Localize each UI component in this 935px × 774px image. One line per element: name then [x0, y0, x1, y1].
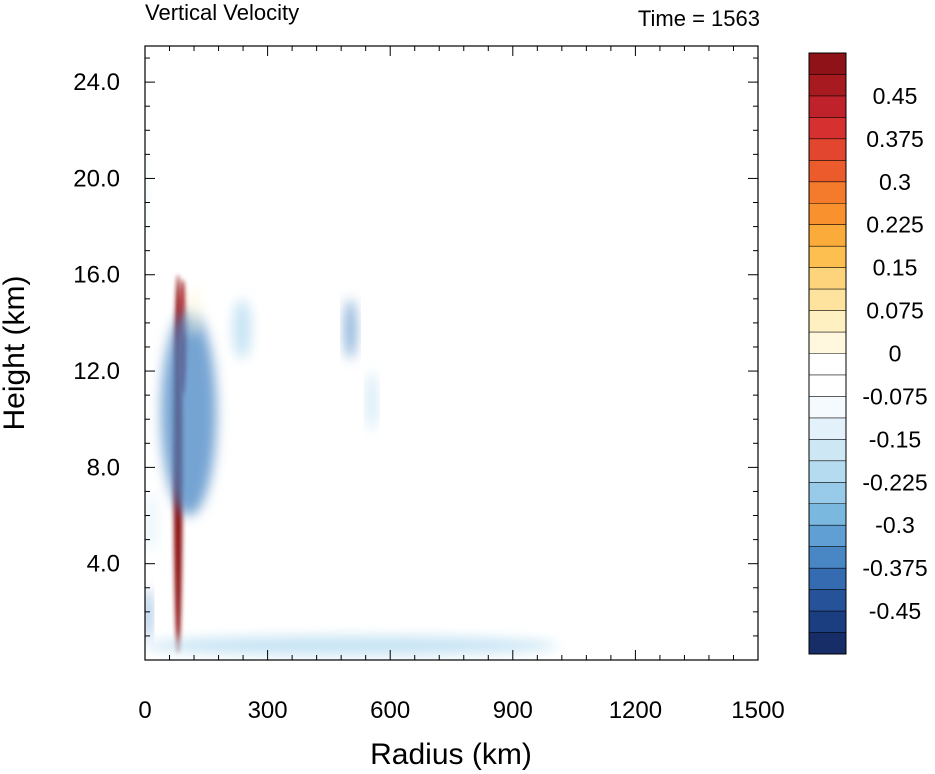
- x-axis-label: Radius (km): [370, 738, 532, 771]
- x-tick-label: 0: [138, 697, 151, 724]
- colorbar-swatch: [809, 160, 846, 183]
- colorbar-swatch: [809, 53, 846, 75]
- colorbar-swatch: [809, 267, 846, 290]
- colorbar: [808, 52, 847, 655]
- colorbar-swatch: [809, 568, 846, 590]
- colorbar-swatch: [809, 482, 846, 505]
- updraft-region: [145, 635, 558, 656]
- downdraft-region: [145, 587, 152, 641]
- colorbar-swatch: [809, 417, 846, 440]
- y-tick-label: 8.0: [87, 454, 120, 481]
- plot-frame: [144, 45, 759, 661]
- colorbar-swatch: [809, 546, 846, 569]
- x-tick-label: 1500: [731, 697, 784, 724]
- colorbar-swatch: [809, 289, 846, 311]
- colorbar-label: -0.15: [869, 426, 921, 452]
- colorbar-label: -0.225: [862, 469, 927, 495]
- colorbar-label: -0.45: [869, 598, 921, 624]
- colorbar-swatch: [809, 460, 846, 483]
- time-label: Time = 1563: [638, 6, 760, 31]
- colorbar-label: 0.15: [873, 255, 918, 281]
- updraft-region: [145, 142, 150, 251]
- colorbar-swatch: [809, 396, 846, 419]
- colorbar-frame: [808, 52, 847, 655]
- updraft-region: [232, 298, 252, 360]
- y-tick-label: 12.0: [73, 358, 120, 385]
- colorbar-swatch: [809, 439, 846, 462]
- x-tick-label: 600: [370, 697, 410, 724]
- downdraft-region: [161, 310, 217, 516]
- colorbar-label: 0.375: [866, 126, 924, 152]
- colorbar-label: 0.3: [879, 169, 911, 195]
- colorbar-swatch: [809, 74, 846, 97]
- axis-ticks: [144, 46, 759, 660]
- updraft-region: [187, 286, 201, 335]
- downdraft-region: [345, 298, 356, 360]
- colorbar-label: 0: [889, 341, 902, 367]
- colorbar-labels: 0.45 0.375 0.3 0.225 0.15 0.075 0 -0.075 -0.15 -0…: [862, 83, 927, 624]
- colorbar-swatch: [809, 246, 846, 268]
- colorbar-swatch: [809, 503, 846, 526]
- y-tick-labels: 4.0 8.0 12.0 16.0 20.0 24.0: [73, 69, 120, 578]
- updraft-region: [145, 491, 158, 552]
- x-tick-label: 1200: [609, 697, 662, 724]
- y-tick-label: 16.0: [73, 262, 120, 289]
- colorbar-swatch: [809, 203, 846, 226]
- colorbar-swatch: [809, 181, 846, 204]
- colorbar-label: -0.375: [862, 555, 927, 581]
- x-tick-label: 300: [248, 697, 288, 724]
- colorbar-swatch: [809, 611, 846, 633]
- colorbar-swatch: [809, 525, 846, 547]
- colorbar-swatch: [809, 353, 846, 376]
- colorbar-label: 0.075: [866, 298, 924, 324]
- y-tick-label: 20.0: [73, 165, 120, 192]
- x-tick-label: 900: [493, 697, 533, 724]
- y-axis-label: Height (km): [0, 275, 31, 430]
- y-tick-label: 24.0: [73, 69, 120, 96]
- colorbar-label: -0.075: [862, 383, 927, 409]
- colorbar-swatch: [809, 589, 846, 612]
- colorbar-swatch: [809, 117, 846, 140]
- velocity-field: [145, 142, 558, 656]
- colorbar-swatch: [809, 224, 846, 247]
- colorbar-label: 0.45: [873, 83, 918, 109]
- x-tick-labels: 0 300 600 900 1200 1500: [138, 697, 784, 724]
- chart-title: Vertical Velocity: [145, 0, 299, 25]
- colorbar-swatch: [809, 95, 846, 118]
- colorbar-label: -0.3: [875, 512, 915, 538]
- colorbar-swatch: [809, 374, 846, 397]
- colorbar-swatch: [809, 332, 846, 354]
- updraft-region: [367, 371, 376, 432]
- y-tick-label: 4.0: [87, 551, 120, 578]
- colorbar-swatch: [809, 138, 846, 161]
- colorbar-swatch: [809, 310, 846, 333]
- colorbar-swatch: [809, 632, 846, 655]
- colorbar-label: 0.225: [866, 212, 924, 238]
